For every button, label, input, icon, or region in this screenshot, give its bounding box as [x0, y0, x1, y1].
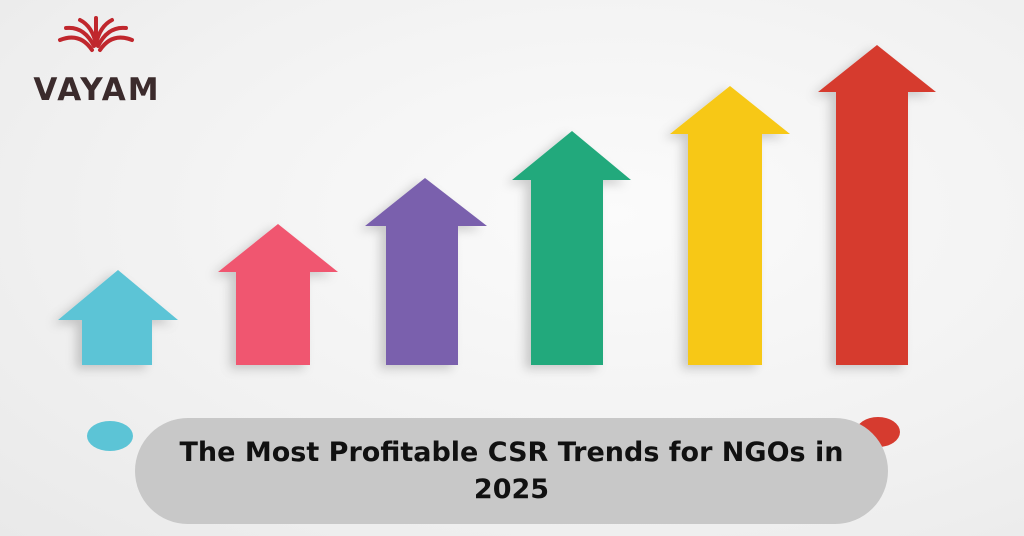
logo-text: VAYAM	[33, 72, 161, 108]
arrow-cyan	[58, 270, 178, 365]
arrow-purple	[365, 178, 487, 365]
arrow-yellow	[670, 86, 790, 365]
arrow-pink	[218, 224, 338, 365]
banner-title: The Most Profitable CSR Trends for NGOs …	[179, 437, 844, 505]
logo-mark	[58, 16, 134, 52]
arrow-red	[818, 45, 936, 365]
dot-cyan	[87, 421, 133, 451]
arrow-green	[512, 131, 631, 365]
title-banner: The Most Profitable CSR Trends for NGOs …	[135, 418, 888, 524]
